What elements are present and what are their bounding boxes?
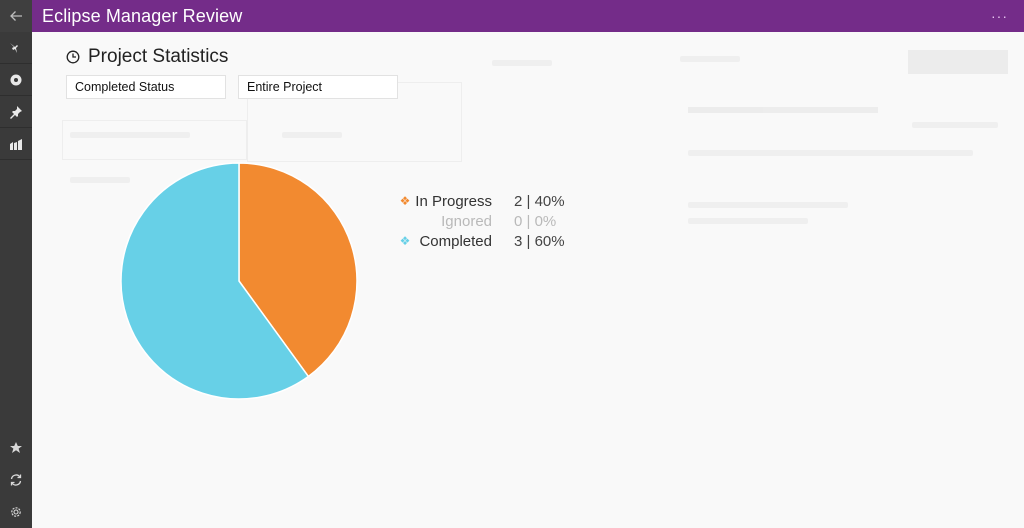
legend-label: Ignored xyxy=(441,212,492,230)
pie-slice-in-progress[interactable] xyxy=(238,162,358,378)
sidebar-item-target[interactable] xyxy=(0,64,32,96)
bg-text xyxy=(912,122,998,128)
bg-text xyxy=(688,218,808,224)
target-icon xyxy=(10,74,22,85)
bg-text xyxy=(492,60,552,66)
legend-item-ignored[interactable]: Ignored 0 | 0% xyxy=(398,211,565,231)
sidebar-spacer xyxy=(0,160,32,432)
back-arrow-icon xyxy=(10,11,22,21)
bg-text xyxy=(70,132,190,138)
back-button[interactable] xyxy=(0,0,32,32)
bg-text xyxy=(680,56,740,62)
legend-label: In Progress xyxy=(415,192,492,210)
sidebar-item-chart[interactable] xyxy=(0,128,32,160)
bird-icon xyxy=(10,42,18,53)
status-filter-value: Completed Status xyxy=(75,80,175,94)
bg-panel xyxy=(62,120,247,160)
app-title: Eclipse Manager Review xyxy=(42,5,243,26)
pie-chart-svg xyxy=(120,162,358,400)
pie-chart xyxy=(119,161,359,401)
sidebar xyxy=(0,0,32,528)
sync-icon xyxy=(10,474,22,486)
legend-item-completed[interactable]: ❖ Completed 3 | 60% xyxy=(398,231,565,251)
legend-value: 2 | 40% xyxy=(514,192,565,210)
gear-icon xyxy=(11,507,21,517)
bg-button xyxy=(908,50,1008,74)
star-icon xyxy=(10,442,22,453)
legend-value: 0 | 0% xyxy=(514,212,557,230)
stats-header: Project Statistics xyxy=(66,46,228,68)
chart-icon xyxy=(10,138,22,150)
bg-text xyxy=(688,202,848,208)
bg-text xyxy=(282,132,342,138)
sidebar-item-bird[interactable] xyxy=(0,32,32,64)
diamond-icon: ❖ xyxy=(399,234,411,248)
legend-value: 3 | 60% xyxy=(514,232,565,250)
pin-icon xyxy=(10,105,22,119)
scope-filter-dropdown[interactable]: Entire Project xyxy=(238,75,398,99)
scope-filter-value: Entire Project xyxy=(247,80,323,94)
legend-item-in-progress[interactable]: ❖ In Progress 2 | 40% xyxy=(398,191,565,211)
diamond-icon: ❖ xyxy=(399,194,411,208)
sidebar-item-favorites[interactable] xyxy=(0,432,32,464)
page-title: Project Statistics xyxy=(88,46,229,67)
chart-legend: ❖ In Progress 2 | 40% Ignored 0 | 0% ❖ C… xyxy=(398,191,565,251)
pie-slice-completed[interactable] xyxy=(120,162,310,400)
bg-text xyxy=(688,150,973,156)
legend-label: Completed xyxy=(419,232,492,250)
sidebar-item-pin[interactable] xyxy=(0,96,32,128)
sidebar-item-settings[interactable] xyxy=(0,496,32,528)
more-options-button[interactable]: ··· xyxy=(991,8,1008,24)
sidebar-item-sync[interactable] xyxy=(0,464,32,496)
title-bar: Eclipse Manager Review ··· xyxy=(32,0,1024,32)
status-filter-dropdown[interactable]: Completed Status xyxy=(66,75,226,99)
bg-progress xyxy=(688,107,878,113)
clock-icon xyxy=(66,50,80,64)
